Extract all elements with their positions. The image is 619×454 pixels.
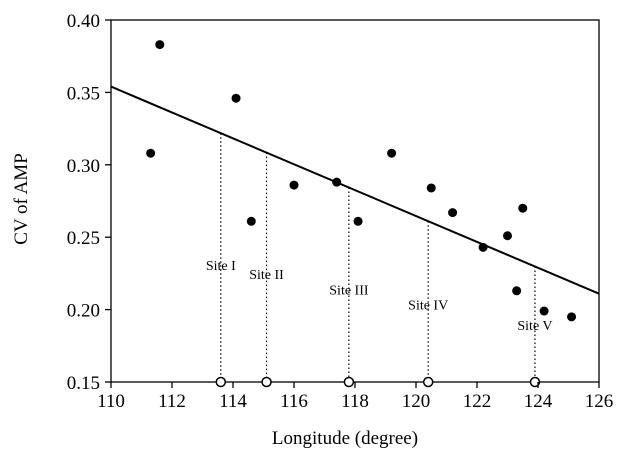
sites-group: Site I Site II Site III Site IV Site V xyxy=(206,133,553,388)
y-tick-label: 0.20 xyxy=(67,301,100,322)
x-tick-label: 126 xyxy=(585,391,614,412)
y-tick-label: 0.15 xyxy=(67,373,100,394)
data-point xyxy=(246,216,256,226)
x-tick-label: 118 xyxy=(341,391,369,412)
x-tick-label: 116 xyxy=(280,391,308,412)
data-point xyxy=(448,208,458,218)
site-marker xyxy=(343,376,355,388)
data-point xyxy=(155,40,165,50)
y-axis-title: CV of AMP xyxy=(11,153,32,245)
data-point xyxy=(231,93,241,103)
site-label: Site II xyxy=(249,268,284,283)
data-point xyxy=(387,148,397,158)
data-point xyxy=(426,183,436,193)
x-tick-label: 110 xyxy=(97,391,125,412)
data-point xyxy=(332,177,342,187)
y-tick-label: 0.35 xyxy=(67,83,100,104)
site-marker xyxy=(422,376,434,388)
data-point xyxy=(567,312,577,322)
data-point xyxy=(512,286,522,296)
site-label: Site I xyxy=(206,259,236,274)
site-marker xyxy=(215,376,227,388)
x-tick-label: 114 xyxy=(219,391,247,412)
data-point xyxy=(146,148,156,158)
site-marker xyxy=(261,376,272,388)
site-label: Site IV xyxy=(408,299,448,314)
x-tick-label: 124 xyxy=(524,391,553,412)
data-point xyxy=(289,180,299,190)
y-tick-label: 0.30 xyxy=(67,156,100,177)
data-point xyxy=(353,216,363,226)
x-tick-label: 122 xyxy=(463,391,492,412)
trend-line-group xyxy=(110,85,600,295)
site-label: Site V xyxy=(517,319,552,334)
site-marker xyxy=(529,376,541,388)
data-point xyxy=(539,306,549,316)
x-axis-title: Longitude (degree) xyxy=(272,428,418,449)
data-points-group xyxy=(146,40,577,322)
x-tick-label: 112 xyxy=(158,391,186,412)
axes-group: 110 112 114 116 118 120 122 124 126 0.15 0.20 0.25 0… xyxy=(67,11,614,412)
trend-line xyxy=(110,85,600,295)
site-label: Site III xyxy=(329,283,369,298)
y-tick-label: 0.40 xyxy=(67,11,100,32)
x-tick-label: 120 xyxy=(402,391,431,412)
y-tick-label: 0.25 xyxy=(67,228,100,249)
data-point xyxy=(518,203,528,213)
data-point xyxy=(503,231,512,241)
data-point xyxy=(478,242,488,252)
